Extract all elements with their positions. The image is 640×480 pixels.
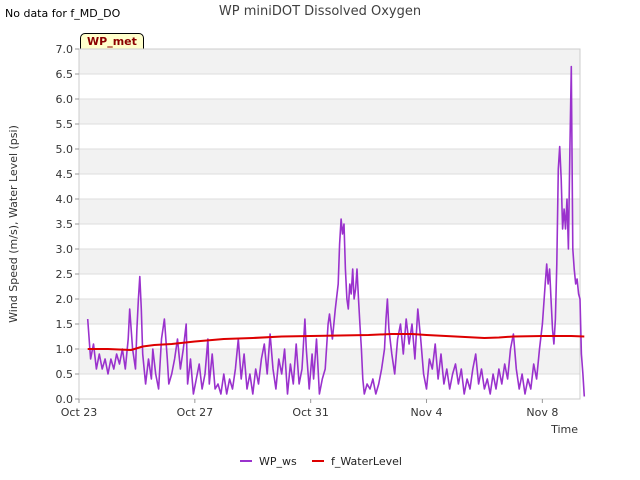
- series-line-f-waterlevel: [87, 333, 585, 351]
- x-axis-ticks: Oct 23 Oct 27 Oct 31 Nov 4 Nov 8: [61, 399, 558, 419]
- plot-band: [79, 249, 580, 274]
- plot-band: [79, 149, 580, 174]
- y-tick-label: 7.0: [56, 43, 74, 56]
- no-data-message: No data for f_MD_DO: [5, 7, 121, 20]
- y-tick-label: 3.5: [56, 218, 74, 231]
- y-tick-label: 6.5: [56, 68, 74, 81]
- y-tick-label: 5.0: [56, 143, 74, 156]
- legend-label: WP_ws: [259, 455, 297, 468]
- y-tick-label: 0.0: [56, 393, 74, 406]
- plot-band: [79, 199, 580, 224]
- x-axis-label: Time: [550, 423, 578, 436]
- x-tick-label: Oct 27: [177, 406, 214, 419]
- site-badge[interactable]: WP_met: [80, 33, 144, 51]
- y-tick-label: 4.0: [56, 193, 74, 206]
- series-group: [86, 65, 586, 397]
- x-tick-label: Oct 23: [61, 406, 98, 419]
- y-tick-label: 4.5: [56, 168, 74, 181]
- legend-label: f_WaterLevel: [331, 455, 402, 468]
- y-tick-label: 5.5: [56, 118, 74, 131]
- y-tick-label: 1.0: [56, 343, 74, 356]
- x-tick-label: Nov 4: [411, 406, 443, 419]
- legend: WP_ws f_WaterLevel: [240, 455, 402, 468]
- x-tick-label: Nov 8: [526, 406, 558, 419]
- y-axis-label: Wind Speed (m/s), Water Level (psi): [7, 125, 20, 323]
- y-tick-label: 2.5: [56, 268, 74, 281]
- y-tick-label: 0.5: [56, 368, 74, 381]
- plot-band: [79, 49, 580, 74]
- plot-bands: [79, 49, 580, 374]
- chart-title: WP miniDOT Dissolved Oxygen: [218, 4, 422, 19]
- series-line-wp-ws: [86, 65, 586, 397]
- y-tick-label: 1.5: [56, 318, 74, 331]
- y-axis-ticks: 0.0 0.5 1.0 1.5 2.0 2.5 3.0 3.5 4.0 4.5 5.0 5.5 6.0 6…: [56, 43, 79, 406]
- plot-band: [79, 349, 580, 374]
- x-tick-label: Oct 31: [292, 406, 329, 419]
- y-tick-label: 6.0: [56, 93, 74, 106]
- plot-band: [79, 99, 580, 124]
- y-tick-label: 2.0: [56, 293, 74, 306]
- y-tick-label: 3.0: [56, 243, 74, 256]
